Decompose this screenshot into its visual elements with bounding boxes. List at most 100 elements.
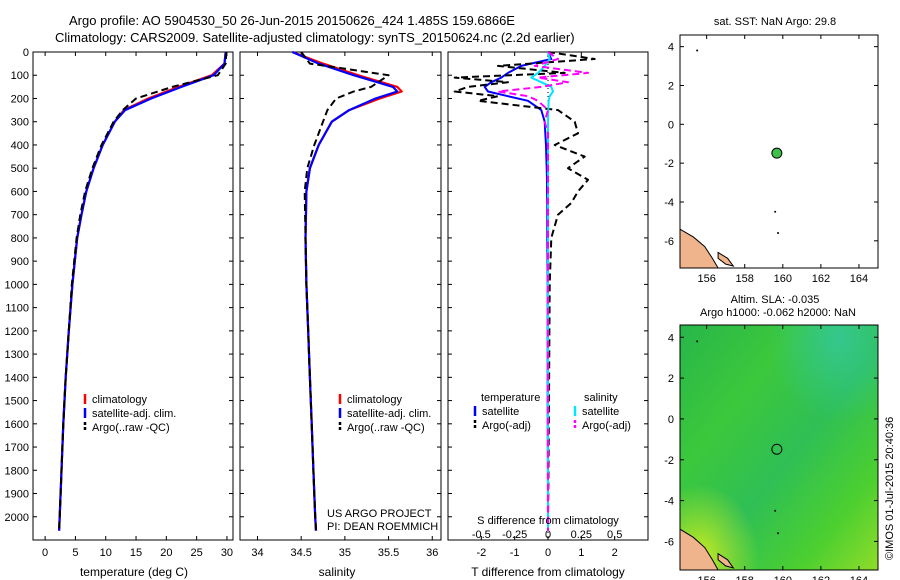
- legend-header-temperature: temperature: [481, 392, 540, 404]
- figure-title-line2: Climatology: CARS2009. Satellite-adjuste…: [55, 30, 575, 45]
- map-x-tick-label: 160: [774, 575, 792, 580]
- y-tick-label: 1500: [5, 396, 29, 408]
- islet: [774, 210, 777, 213]
- map-frame: [679, 324, 879, 571]
- x-tick-label: 5: [72, 547, 78, 559]
- map-frame: [679, 34, 879, 269]
- temperature-series-line: [58, 51, 228, 531]
- map-y-tick-label: -4: [664, 197, 674, 209]
- map-y-tick-label: -2: [664, 455, 674, 467]
- islet: [777, 232, 780, 235]
- legend-header-salinity: salinity: [584, 392, 618, 404]
- map-y-tick-label: -4: [664, 496, 674, 508]
- y-tick-label: 600: [11, 186, 29, 198]
- y-tick-label: 200: [11, 93, 29, 105]
- x-tick-label: -2: [476, 547, 486, 559]
- legend-label: satellite-adj. clim.: [92, 408, 176, 420]
- sst-map-panel: 156 158 160 162 164 4 2 0 -2 -4 -6: [664, 34, 879, 285]
- x-tick-label: 1: [578, 547, 584, 559]
- map-x-tick-label: 156: [697, 575, 715, 580]
- map-y-tick-label: -2: [664, 158, 674, 170]
- x-tick-label: -1: [510, 547, 520, 559]
- figure-title-line1: Argo profile: AO 5904530_50 26-Jun-2015 …: [69, 13, 515, 28]
- project-name: US ARGO PROJECT: [327, 508, 432, 520]
- y-tick-label: 1300: [5, 349, 29, 361]
- y-tick-label: 700: [11, 210, 29, 222]
- x-tick-label: 36: [426, 547, 438, 559]
- y-tick-label: 1000: [5, 279, 29, 291]
- s-tick-label: 0.25: [571, 529, 592, 541]
- salinity-series-line: [291, 50, 399, 531]
- plot-frame: [239, 51, 442, 541]
- y-tick-label: 2000: [5, 512, 29, 524]
- map-y-tick-label: -6: [664, 536, 674, 548]
- y-tick-label: 500: [11, 163, 29, 175]
- temperature-panel: 0 5 10 15 20 25 300100200300400500600700800900…: [5, 47, 234, 559]
- t-difference-xlabel: T difference from climatology: [471, 565, 625, 579]
- x-tick-label: 34.5: [290, 547, 311, 559]
- map-y-tick-label: -6: [664, 236, 674, 248]
- x-tick-label: 15: [130, 547, 142, 559]
- y-tick-label: 300: [11, 117, 29, 129]
- x-tick-label: 20: [160, 547, 172, 559]
- argo-profile-marker: [771, 443, 783, 455]
- map-y-tick-label: 2: [668, 373, 674, 385]
- legend-label: satellite: [582, 406, 619, 418]
- y-tick-label: 100: [11, 70, 29, 82]
- difference-series-line: [530, 51, 554, 531]
- legend-label: satellite: [482, 406, 519, 418]
- s-tick-label: 0: [545, 529, 551, 541]
- legend-label: Argo(..raw -QC): [347, 422, 425, 434]
- sst-map-title: sat. SST: NaN Argo: 29.8: [714, 16, 836, 28]
- x-tick-label: 35: [339, 547, 351, 559]
- s-tick-label: -0.5: [472, 529, 491, 541]
- x-tick-label: 10: [100, 547, 112, 559]
- x-tick-label: 0: [42, 547, 48, 559]
- y-tick-label: 1600: [5, 419, 29, 431]
- map-x-tick-label: 156: [697, 273, 715, 285]
- map-y-tick-label: 4: [668, 42, 674, 54]
- difference-series-line: [453, 51, 596, 531]
- imos-credit: ©IMOS 01-Jul-2015 20:40:36: [884, 417, 896, 560]
- islet: [777, 532, 780, 535]
- land-mass: [679, 528, 719, 571]
- y-tick-label: 900: [11, 256, 29, 268]
- y-tick-label: 800: [11, 233, 29, 245]
- map-x-tick-label: 162: [812, 575, 830, 580]
- legend-label: Argo(..raw -QC): [92, 422, 170, 434]
- legend-label: Argo(-adj): [582, 420, 631, 432]
- difference-series-line: [497, 51, 589, 531]
- islet: [696, 340, 699, 343]
- map-x-tick-label: 164: [850, 273, 868, 285]
- salinity-panel: 34 34.5 35 35.5 36 climatology satellite-adj. …: [239, 50, 442, 559]
- y-tick-label: 1700: [5, 442, 29, 454]
- map-x-tick-label: 158: [736, 575, 754, 580]
- y-tick-label: 0: [23, 47, 29, 59]
- x-tick-label: 0: [545, 547, 551, 559]
- islet: [696, 49, 699, 52]
- map-y-tick-label: 0: [668, 414, 674, 426]
- s-tick-label: -0.25: [502, 529, 527, 541]
- x-tick-label: 34: [251, 547, 263, 559]
- y-tick-label: 400: [11, 140, 29, 152]
- map-x-tick-label: 158: [736, 273, 754, 285]
- difference-panel: -2 -1 0 1 2 -0.5 -0.25 0 0.25 0.5 temperature salin…: [447, 51, 649, 559]
- y-tick-label: 1900: [5, 489, 29, 501]
- map-y-tick-label: 0: [668, 119, 674, 131]
- project-pi: PI: DEAN ROEMMICH: [327, 521, 438, 533]
- y-tick-label: 1200: [5, 326, 29, 338]
- s-tick-label: 0.5: [607, 529, 622, 541]
- land-mass: [679, 228, 719, 269]
- y-tick-label: 1100: [5, 303, 29, 315]
- plot-frame: [32, 51, 234, 541]
- legend-label: climatology: [92, 394, 148, 406]
- island: [717, 552, 735, 569]
- island: [717, 251, 735, 267]
- argo-profile-marker: [771, 147, 783, 159]
- map-x-tick-label: 164: [850, 575, 868, 580]
- x-tick-label: 30: [221, 547, 233, 559]
- x-tick-label: 2: [612, 547, 618, 559]
- sla-map-panel: 156 158 160 162 164 4 2 0 -2 -4 -6: [664, 324, 879, 580]
- salinity-series-line: [300, 51, 390, 531]
